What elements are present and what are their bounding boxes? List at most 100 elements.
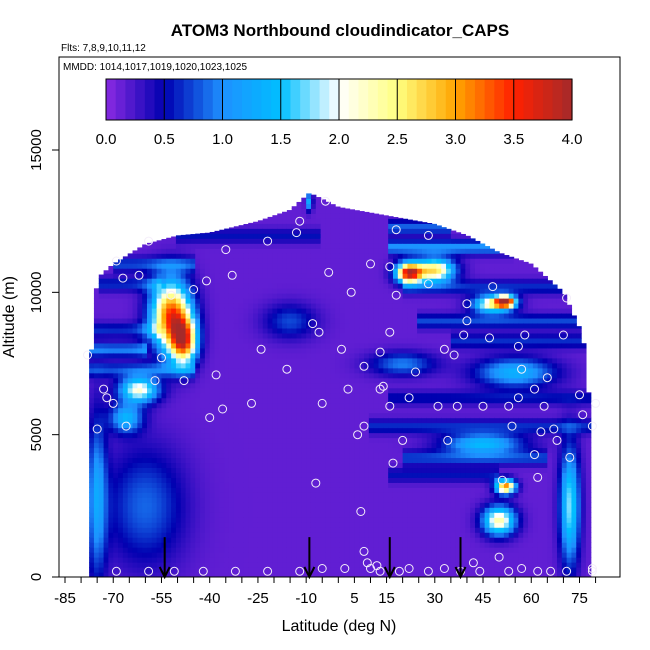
heat-cell bbox=[330, 362, 336, 369]
heat-cell bbox=[209, 552, 216, 558]
heat-cell bbox=[373, 402, 380, 409]
heat-cell bbox=[108, 317, 114, 324]
heat-cell bbox=[185, 337, 191, 344]
heat-cell bbox=[272, 562, 278, 568]
heat-cell bbox=[397, 298, 404, 304]
heat-cell bbox=[93, 332, 100, 339]
heat-cell bbox=[127, 427, 134, 434]
heat-cell bbox=[277, 557, 283, 563]
heat-cell bbox=[310, 492, 317, 498]
heat-cell bbox=[147, 457, 153, 464]
heat-cell bbox=[383, 462, 389, 468]
heat-cell bbox=[171, 427, 177, 434]
heat-cell bbox=[344, 537, 351, 543]
heat-cell bbox=[296, 457, 302, 464]
heat-cell bbox=[195, 572, 201, 577]
heat-cell bbox=[272, 273, 278, 279]
heat-cell bbox=[228, 447, 235, 454]
heat-cell bbox=[253, 293, 259, 299]
heat-cell bbox=[373, 407, 380, 414]
heat-cell bbox=[373, 218, 380, 224]
heat-cell bbox=[122, 357, 129, 364]
heat-cell bbox=[166, 268, 172, 274]
heat-cell bbox=[267, 337, 273, 344]
heat-cell bbox=[330, 233, 336, 239]
heat-cell bbox=[320, 278, 327, 284]
heat-cell bbox=[180, 542, 187, 548]
heat-cell bbox=[373, 487, 380, 493]
heat-cell bbox=[93, 532, 100, 538]
heat-cell bbox=[243, 462, 249, 468]
heat-cell bbox=[378, 273, 384, 279]
heat-cell bbox=[364, 562, 370, 568]
heat-cell bbox=[166, 462, 172, 468]
heat-cell bbox=[200, 392, 206, 399]
heat-cell bbox=[151, 562, 158, 568]
heat-cell bbox=[238, 482, 245, 488]
heat-cell bbox=[142, 332, 148, 339]
heat-cell bbox=[397, 233, 404, 239]
heat-cell bbox=[320, 547, 327, 553]
heat-cell bbox=[378, 477, 384, 483]
heat-cell bbox=[277, 517, 283, 523]
heat-cell bbox=[407, 243, 413, 249]
heat-cell bbox=[277, 412, 283, 419]
heat-cell bbox=[335, 557, 341, 563]
heat-cell bbox=[397, 243, 404, 249]
heat-cell bbox=[243, 337, 249, 344]
heat-cell bbox=[185, 567, 191, 573]
heat-cell bbox=[127, 517, 134, 523]
heat-cell bbox=[219, 367, 225, 374]
heat-cell bbox=[151, 412, 158, 419]
heat-cell bbox=[330, 307, 336, 314]
heat-cell bbox=[277, 248, 283, 254]
heat-cell bbox=[282, 487, 288, 493]
heat-cell bbox=[301, 542, 307, 548]
heat-cell bbox=[286, 288, 293, 294]
heat-cell bbox=[127, 507, 134, 513]
heat-cell bbox=[426, 527, 433, 533]
heat-cell bbox=[166, 412, 172, 419]
heat-cell bbox=[171, 307, 177, 314]
heat-cell bbox=[228, 412, 235, 419]
heat-cell bbox=[364, 407, 370, 414]
heat-cell bbox=[122, 532, 129, 538]
heat-cell bbox=[262, 437, 269, 444]
heat-cell bbox=[209, 238, 216, 244]
heat-cell bbox=[113, 522, 119, 528]
heat-cell bbox=[156, 240, 163, 244]
heat-cell bbox=[243, 327, 249, 334]
heat-cell bbox=[147, 278, 153, 284]
heat-cell bbox=[388, 218, 394, 224]
heat-cell bbox=[325, 253, 331, 259]
heat-cell bbox=[282, 268, 288, 274]
heat-cell bbox=[98, 327, 105, 334]
heat-cell bbox=[151, 572, 158, 577]
heat-cell bbox=[335, 427, 341, 434]
heat-cell bbox=[344, 312, 351, 319]
heat-cell bbox=[407, 407, 413, 414]
heat-cell bbox=[175, 283, 182, 289]
heat-cell bbox=[132, 452, 138, 459]
heat-cell bbox=[296, 512, 302, 518]
heat-cell bbox=[417, 402, 423, 409]
heat-cell bbox=[407, 278, 413, 284]
heat-cell bbox=[233, 397, 240, 404]
heat-cell bbox=[330, 572, 336, 577]
heat-cell bbox=[171, 332, 177, 339]
heat-cell bbox=[195, 487, 201, 493]
heat-cell bbox=[89, 367, 95, 374]
heat-cell bbox=[349, 522, 355, 528]
heat-cell bbox=[383, 447, 389, 454]
heat-cell bbox=[349, 502, 355, 508]
heat-cell bbox=[301, 492, 307, 498]
heat-cell bbox=[171, 557, 177, 563]
heat-cell bbox=[93, 417, 100, 424]
heat-cell bbox=[301, 422, 307, 429]
heat-cell bbox=[320, 342, 327, 349]
heat-cell bbox=[291, 482, 298, 488]
heat-cell bbox=[190, 312, 196, 319]
heat-cell bbox=[267, 467, 273, 473]
heat-cell bbox=[315, 198, 322, 204]
heat-cell bbox=[402, 233, 409, 239]
